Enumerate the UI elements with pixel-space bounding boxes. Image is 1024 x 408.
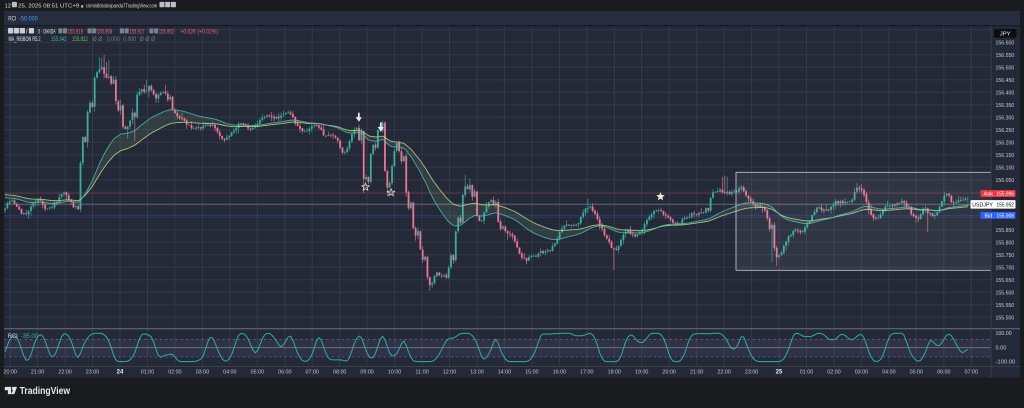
svg-text:-100.00: -100.00 bbox=[996, 359, 1016, 365]
svg-text:155.919: 155.919 bbox=[68, 28, 84, 35]
svg-text:156.100: 156.100 bbox=[996, 165, 1015, 171]
svg-text:15:00: 15:00 bbox=[525, 369, 538, 375]
svg-text:155.700: 155.700 bbox=[996, 265, 1015, 271]
svg-text:155.942: 155.942 bbox=[51, 36, 67, 43]
svg-text:156.050: 156.050 bbox=[996, 178, 1015, 184]
svg-text:Ø Ø Ø: Ø Ø Ø bbox=[140, 36, 156, 43]
svg-text:156.450: 156.450 bbox=[996, 78, 1015, 84]
svg-text:13:00: 13:00 bbox=[470, 369, 483, 375]
svg-text:156.300: 156.300 bbox=[996, 115, 1015, 121]
svg-text:16:00: 16:00 bbox=[553, 369, 566, 375]
svg-text:22:00: 22:00 bbox=[58, 369, 71, 375]
svg-text:+0.026: +0.026 bbox=[181, 28, 197, 35]
svg-text:0.000: 0.000 bbox=[107, 36, 120, 43]
svg-text:24: 24 bbox=[117, 369, 124, 375]
svg-text:12: 12 bbox=[5, 3, 12, 9]
svg-text:MA_RIBBON R5.2: MA_RIBBON R5.2 bbox=[9, 36, 41, 43]
svg-text:156.250: 156.250 bbox=[996, 128, 1015, 134]
svg-text:19:00: 19:00 bbox=[635, 369, 648, 375]
svg-text:11:00: 11:00 bbox=[415, 369, 428, 375]
svg-text:06:00: 06:00 bbox=[278, 369, 291, 375]
svg-text:156.400: 156.400 bbox=[996, 90, 1015, 96]
svg-text:03:00: 03:00 bbox=[196, 369, 209, 375]
svg-text:0.000: 0.000 bbox=[123, 36, 136, 43]
svg-text:Ø Ø: Ø Ø bbox=[93, 36, 103, 43]
svg-text:14:00: 14:00 bbox=[498, 369, 511, 375]
svg-text:156.200: 156.200 bbox=[996, 140, 1015, 146]
svg-text:22:00: 22:00 bbox=[717, 369, 730, 375]
svg-text:02:00: 02:00 bbox=[827, 369, 840, 375]
svg-text:RCI: RCI bbox=[8, 16, 16, 23]
svg-text:-50.000: -50.000 bbox=[19, 16, 38, 23]
svg-text:155.917: 155.917 bbox=[129, 28, 145, 35]
svg-text:155.952: 155.952 bbox=[997, 203, 1015, 209]
svg-text:155.996: 155.996 bbox=[997, 192, 1015, 198]
svg-text:07:00: 07:00 bbox=[306, 369, 319, 375]
svg-text:0.00: 0.00 bbox=[996, 345, 1007, 351]
svg-text:156.500: 156.500 bbox=[996, 65, 1015, 71]
svg-text:155.850: 155.850 bbox=[996, 228, 1015, 234]
svg-text:155.650: 155.650 bbox=[996, 278, 1015, 284]
svg-text:03:00: 03:00 bbox=[855, 369, 868, 375]
svg-text:(+0.02%): (+0.02%) bbox=[198, 28, 219, 35]
svg-text:155.922: 155.922 bbox=[72, 36, 88, 43]
svg-text:100.00: 100.00 bbox=[996, 331, 1013, 337]
svg-text:155.958: 155.958 bbox=[97, 28, 113, 35]
svg-text:20:00: 20:00 bbox=[4, 369, 17, 375]
svg-text:05:00: 05:00 bbox=[910, 369, 923, 375]
svg-text:17:00: 17:00 bbox=[580, 369, 593, 375]
svg-text:155.750: 155.750 bbox=[996, 253, 1015, 259]
svg-text:Bid: Bid bbox=[985, 213, 993, 219]
svg-text:crimin8doskoipanda7TradingView: crimin8doskoipanda7TradingView.com bbox=[86, 3, 158, 9]
svg-text:01:00: 01:00 bbox=[800, 369, 813, 375]
svg-text:05:00: 05:00 bbox=[251, 369, 264, 375]
svg-text:07:00: 07:00 bbox=[965, 369, 978, 375]
svg-text:18:00: 18:00 bbox=[608, 369, 621, 375]
svg-text:09:00: 09:00 bbox=[360, 369, 373, 375]
svg-text:JPY: JPY bbox=[1000, 32, 1011, 38]
svg-text:/: / bbox=[26, 28, 28, 35]
svg-text:23:00: 23:00 bbox=[86, 369, 99, 375]
svg-text:155.500: 155.500 bbox=[996, 315, 1015, 321]
svg-text:· 5 · OANDA: · 5 · OANDA bbox=[36, 28, 56, 35]
svg-text:TradingView: TradingView bbox=[20, 386, 71, 397]
svg-text:04:00: 04:00 bbox=[882, 369, 895, 375]
svg-text:156.350: 156.350 bbox=[996, 103, 1015, 109]
svg-text:-35.00: -35.00 bbox=[21, 334, 39, 340]
svg-text:01:00: 01:00 bbox=[141, 369, 154, 375]
svg-text:21:00: 21:00 bbox=[690, 369, 703, 375]
svg-text:04:00: 04:00 bbox=[223, 369, 236, 375]
svg-text:155.908: 155.908 bbox=[997, 213, 1015, 219]
svg-text:08:00: 08:00 bbox=[333, 369, 346, 375]
svg-text:23:00: 23:00 bbox=[745, 369, 758, 375]
svg-text:06:00: 06:00 bbox=[937, 369, 950, 375]
svg-text:156.150: 156.150 bbox=[996, 153, 1015, 159]
svg-text:155.550: 155.550 bbox=[996, 303, 1015, 309]
svg-text:155.952: 155.952 bbox=[159, 28, 175, 35]
svg-text:25: 25 bbox=[776, 369, 783, 375]
svg-text:20:00: 20:00 bbox=[663, 369, 676, 375]
svg-text:10:00: 10:00 bbox=[388, 369, 401, 375]
svg-text:USDJPY: USDJPY bbox=[972, 203, 993, 209]
svg-text:Ask: Ask bbox=[984, 192, 994, 198]
svg-text:156.550: 156.550 bbox=[996, 53, 1015, 59]
svg-text:155.800: 155.800 bbox=[996, 240, 1015, 246]
svg-text:156.600: 156.600 bbox=[996, 40, 1015, 46]
svg-text:RCI: RCI bbox=[8, 334, 18, 340]
svg-text:21:00: 21:00 bbox=[31, 369, 44, 375]
svg-text:25, 2025 08:51 UTC+9: 25, 2025 08:51 UTC+9 bbox=[18, 3, 79, 9]
svg-text:02:00: 02:00 bbox=[168, 369, 181, 375]
svg-text:12:00: 12:00 bbox=[443, 369, 456, 375]
svg-text:155.600: 155.600 bbox=[996, 290, 1015, 296]
